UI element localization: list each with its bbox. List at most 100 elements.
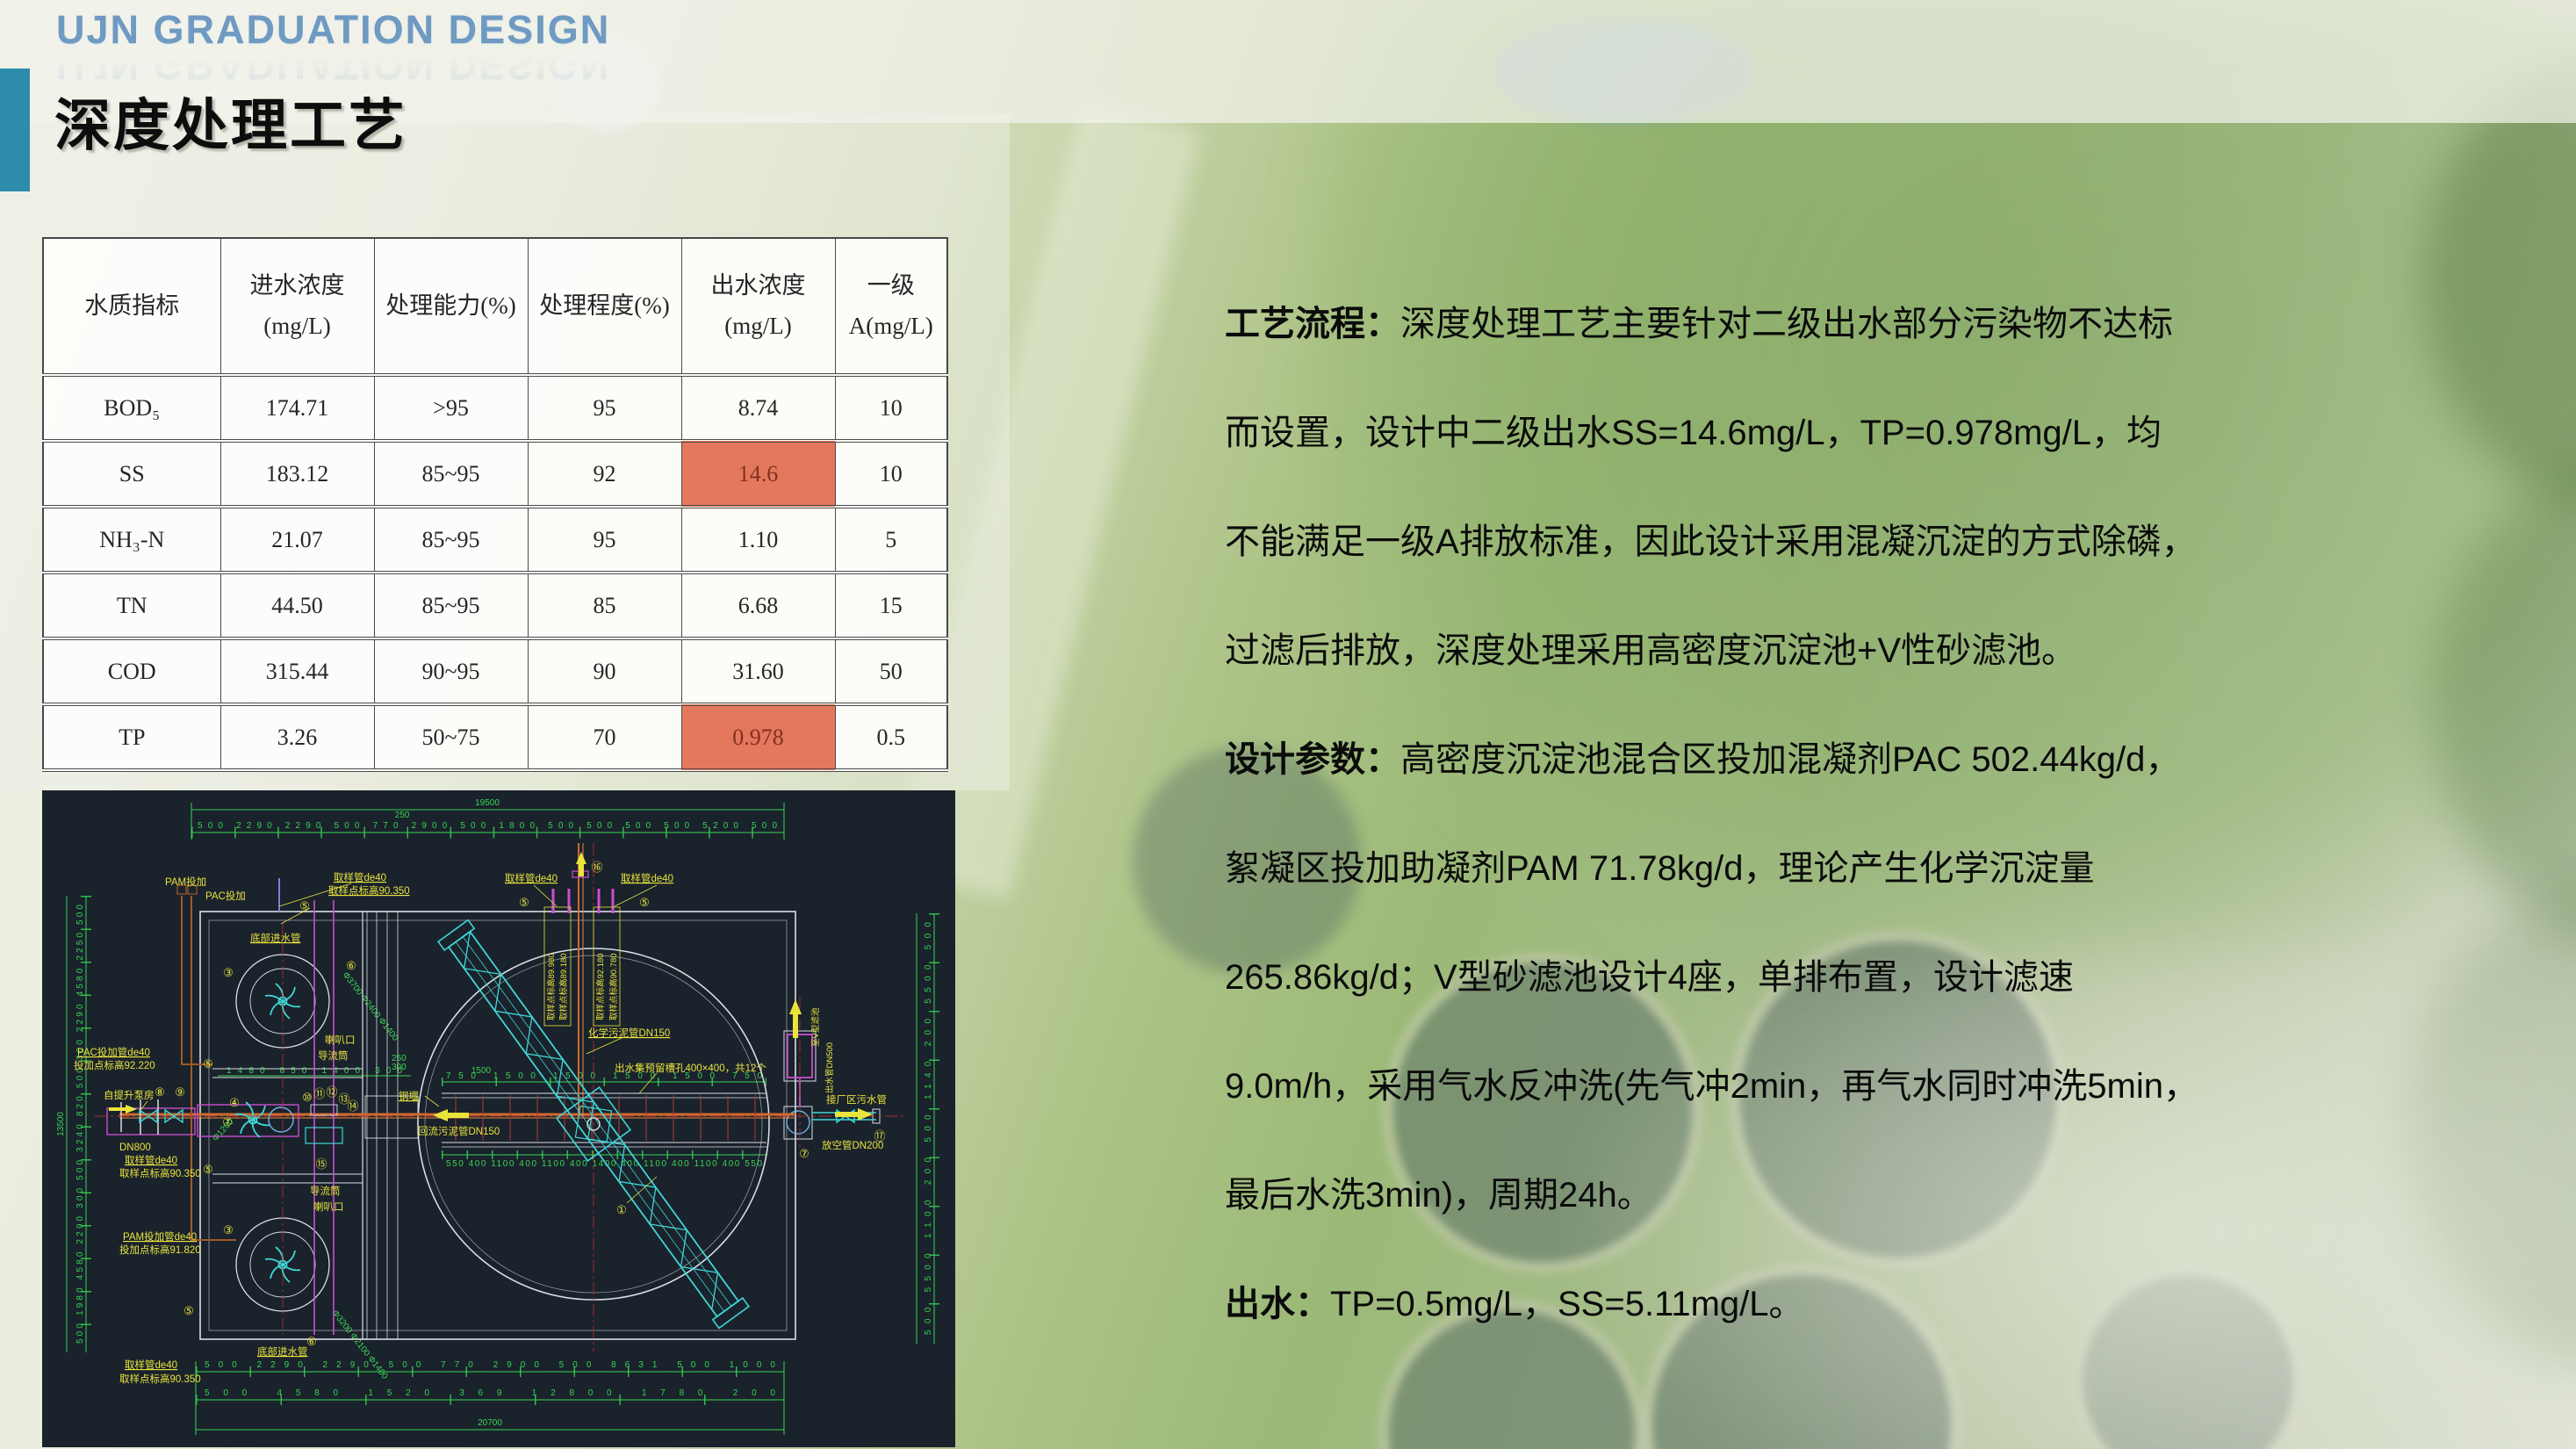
svg-text:⑬: ⑬ <box>338 1092 349 1106</box>
highlighted-cell: 14.6 <box>680 441 835 508</box>
water-quality-table: 水质指标 进水浓度 (mg/L) 处理能力(%) 处理程度(%) 出水浓度 (mg/L)… <box>42 237 948 772</box>
note-text: 不能满足一级A排放标准，因此设计采用混凝沉淀的方式除磷， <box>1225 523 2197 561</box>
table-cell: 85~95 <box>373 441 528 508</box>
note-line: 265.86kg/d；V型砂滤池设计4座，单排布置，设计滤速 <box>1225 948 2524 997</box>
table-cell: BOD₅ <box>42 375 220 443</box>
note-text: 最后水洗3min)，周期24h。 <box>1225 1176 1652 1215</box>
svg-text:回流污泥管DN150: 回流污泥管DN150 <box>418 1125 500 1137</box>
pump-drive <box>268 1107 294 1133</box>
note-lead: 出水： <box>1225 1285 1330 1323</box>
table-cell: 85 <box>527 573 681 640</box>
note-text: TP=0.5mg/L，SS=5.11mg/L。 <box>1330 1285 1804 1323</box>
svg-text:自提升泵房: 自提升泵房 <box>104 1089 155 1101</box>
cad-label-boxes <box>140 883 658 1204</box>
note-line: 设计参数：高密度沉淀池混合区投加混凝剂PAC 502.44kg/d， <box>1225 731 2524 779</box>
svg-text:20700: 20700 <box>478 1418 502 1428</box>
table-cell: SS <box>42 441 220 508</box>
svg-text:500 2290 2290 500 770 2900 500: 500 2290 2290 500 770 2900 500 1800 500 … <box>198 821 777 831</box>
table-row: BOD₅ 174.71 >95 95 8.74 10 <box>42 375 947 443</box>
table-cell: 8.74 <box>680 375 835 443</box>
table-cell: 31.60 <box>680 638 835 706</box>
svg-text:取样管de40: 取样管de40 <box>621 872 673 884</box>
table-row: COD 315.44 90~95 90 31.60 50 <box>42 638 947 706</box>
table-cell: 92 <box>527 441 681 508</box>
svg-text:喇叭口: 喇叭口 <box>325 1034 356 1046</box>
svg-text:⑤: ⑤ <box>639 896 650 909</box>
brand: UJN GRADUATION DESIGN UJN GRADUATION DES… <box>56 7 610 88</box>
note-text: 深度处理工艺主要针对二级出水部分污染物不达标 <box>1400 305 2173 343</box>
svg-text:出水集预留槽孔400×400，共12个: 出水集预留槽孔400×400，共12个 <box>615 1062 766 1074</box>
svg-text:⑯: ⑯ <box>591 861 602 874</box>
table-cell: 70 <box>527 704 681 772</box>
table-cell: COD <box>42 638 220 706</box>
table-cell: 315.44 <box>219 638 374 706</box>
svg-text:⑪: ⑪ <box>313 1087 325 1100</box>
svg-text:投加点标高92.220: 投加点标高92.220 <box>74 1059 155 1071</box>
svg-text:⑭: ⑭ <box>347 1099 358 1113</box>
table-cell: 183.12 <box>219 441 374 508</box>
cad-labels: 取样管de40 取样点标高90.350 PAM投加 PAC投加 取样管de40 … <box>74 871 887 1385</box>
svg-text:⑥: ⑥ <box>306 1335 317 1348</box>
svg-text:⑰: ⑰ <box>874 1129 885 1143</box>
svg-text:⑩: ⑩ <box>302 1091 313 1104</box>
column-header: 出水浓度 (mg/L) <box>680 238 835 377</box>
svg-text:Φ3700 Φ2400 Φ1400: Φ3700 Φ2400 Φ1400 <box>341 970 400 1043</box>
table-row: TP 3.26 50~75 70 0.978 0.5 <box>42 704 947 772</box>
svg-text:750 1500 1500 1500 1500 750: 750 1500 1500 1500 1500 750 <box>446 1071 762 1081</box>
svg-text:导流筒: 导流筒 <box>310 1185 341 1197</box>
svg-text:喇叭口: 喇叭口 <box>313 1200 344 1213</box>
svg-text:300: 300 <box>392 1063 407 1072</box>
svg-text:500 5500 1100 200 500 1140 200: 500 5500 1100 200 500 1140 200 5500 500 <box>924 922 933 1335</box>
svg-text:取样点标高90.350: 取样点标高90.350 <box>119 1167 201 1179</box>
svg-text:化学污泥管DN150: 化学污泥管DN150 <box>588 1027 670 1039</box>
table-row: TN 44.50 85~95 85 6.68 15 <box>42 573 947 640</box>
svg-text:PAM投加: PAM投加 <box>165 876 206 888</box>
note-text: 高密度沉淀池混合区投加混凝剂PAC 502.44kg/d， <box>1400 740 2181 779</box>
table-cell: 5 <box>834 507 947 574</box>
svg-text:⑧: ⑧ <box>155 1085 165 1099</box>
svg-text:①: ① <box>616 1203 627 1216</box>
svg-text:DN800: DN800 <box>119 1143 151 1153</box>
table-header: 水质指标 进水浓度 (mg/L) 处理能力(%) 处理程度(%) 出水浓度 (mg/L)… <box>42 238 947 377</box>
table-cell: 0.5 <box>834 704 947 772</box>
table-cell: 85~95 <box>373 507 528 574</box>
note-line: 不能满足一级A排放标准，因此设计采用混凝沉淀的方式除磷， <box>1225 513 2524 561</box>
table-cell: 85~95 <box>373 573 528 640</box>
svg-text:取样管de40: 取样管de40 <box>125 1154 177 1166</box>
svg-text:放空管DN200: 放空管DN200 <box>822 1139 883 1151</box>
table-cell: 50 <box>834 638 947 706</box>
note-line: 过滤后排放，深度处理采用高密度沉淀池+V性砂滤池。 <box>1225 622 2524 670</box>
svg-text:500 1980 4580 2290 300 500 324: 500 1980 4580 2290 300 500 3240 820 500 … <box>76 905 85 1344</box>
highlighted-cell: 0.978 <box>680 704 835 772</box>
svg-text:出水管DN500: 出水管DN500 <box>824 1042 835 1093</box>
note-text: 絮凝区投加助凝剂PAM 71.78kg/d，理论产生化学沉淀量 <box>1225 849 2095 888</box>
table-row: SS 183.12 85~95 92 14.6 10 <box>42 441 947 508</box>
notes-block: 工艺流程：深度处理工艺主要针对二级出水部分污染物不达标 而设置，设计中二级出水SS… <box>1225 295 2524 1384</box>
svg-text:③: ③ <box>223 966 234 979</box>
table-cell: 90~95 <box>373 638 528 706</box>
svg-text:取样管de40: 取样管de40 <box>334 871 386 883</box>
note-line: 最后水洗3min)，周期24h。 <box>1225 1166 2524 1215</box>
svg-text:250: 250 <box>395 811 410 820</box>
svg-text:Φ3200 Φ2100 Φ1400: Φ3200 Φ2100 Φ1400 <box>330 1308 390 1381</box>
table-cell: 174.71 <box>219 375 374 443</box>
svg-text:19500: 19500 <box>475 798 500 808</box>
table-cell: 95 <box>527 375 681 443</box>
column-header: 处理程度(%) <box>527 238 681 377</box>
svg-text:PAC投加管de40: PAC投加管de40 <box>77 1046 150 1058</box>
svg-text:取样点标高90.780: 取样点标高90.780 <box>608 953 619 1020</box>
page-title: 深度处理工艺 <box>54 94 407 157</box>
svg-text:取样管de40: 取样管de40 <box>125 1359 177 1371</box>
note-line: 而设置，设计中二级出水SS=14.6mg/L，TP=0.978mg/L，均 <box>1225 404 2524 452</box>
table-cell: 44.50 <box>219 573 374 640</box>
svg-text:⑤: ⑤ <box>183 1304 194 1317</box>
svg-text:投加点标高91.820: 投加点标高91.820 <box>119 1244 201 1256</box>
cad-drawing-panel: 19500 250 500 2290 2290 500 770 2900 500… <box>42 790 955 1447</box>
svg-text:13500: 13500 <box>56 1112 66 1136</box>
svg-text:⑨: ⑨ <box>175 1085 185 1099</box>
table-cell: NH₃-N <box>42 507 220 574</box>
cad-callouts: ① ③ ③ ④ ⑤ ⑤ ⑤ ⑤ ⑤ ⑤ ⑥ ⑥ ⑦ ⑦ ⑧ ⑨ ⑩ ⑪ ⑫ ⑬ … <box>155 861 885 1348</box>
table-cell: 10 <box>834 441 947 508</box>
svg-text:取样点标高90.350: 取样点标高90.350 <box>328 884 410 897</box>
table-body: BOD₅ 174.71 >95 95 8.74 10 SS 183.12 85~95 92 14.6… <box>42 375 947 772</box>
